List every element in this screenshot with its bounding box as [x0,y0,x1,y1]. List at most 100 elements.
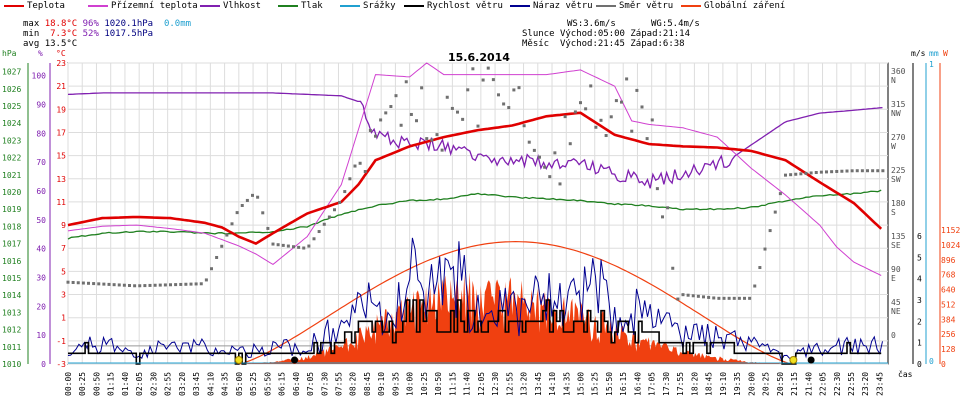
wind-direction-point [281,243,285,247]
legend-item: Rychlost větru [404,1,503,15]
wind-direction-point [204,278,208,282]
wind-direction-point [563,115,567,119]
wind-direction-point [860,169,864,173]
stats-avg-row: avg 13.5°C [23,39,77,49]
legend-swatch [88,4,108,7]
wind-direction-point [148,283,152,287]
direction-tick-label: 360 [891,67,906,76]
x-tick-label: 09:10 [377,372,386,396]
wind-direction-point [686,293,690,297]
wind-direction-point [661,215,664,219]
pressure-tick-label: 1027 [2,68,21,77]
wind-direction-point [445,95,449,99]
legend-label: Náraz větru [533,1,593,11]
wind-direction-point [573,110,577,114]
x-tick-label: 08:20 [349,372,358,396]
clear-sky-radiation-line [238,240,790,365]
wind-direction-point [809,171,813,175]
wind-direction-point [128,284,131,287]
wind-direction-point [866,169,869,173]
wind-direction-point [415,119,418,123]
wind-direction-point [471,67,475,71]
direction-tick-label: N [891,76,896,85]
radiation-area [238,272,786,364]
radiation-tick-label: 128 [941,345,956,354]
wind-direction-point [635,88,639,92]
wind-direction-point [763,247,767,251]
x-tick-label: 17:30 [662,372,671,396]
stats-avg-temp: 13.5°C [44,39,78,49]
pressure-line [67,189,882,240]
wind-direction-point [409,112,413,116]
wind-direction-point [358,161,362,165]
pressure-axis-label: hPa [2,49,17,58]
wind-direction-point [804,171,808,175]
stats-max-temp: 18.8°C [44,19,78,29]
sun-set-text: Západ:21:14 [630,29,690,39]
legend-item: Teplota [4,1,65,15]
wind-direction-point [133,284,137,288]
legend-swatch [200,4,220,7]
wind-direction-point [112,283,116,287]
direction-tick-label: SW [891,175,901,184]
wind-direction-point [225,233,229,237]
x-tick-label: 19:10 [719,372,728,396]
humidity-axis-label: % [38,49,43,58]
wind-direction-point [604,134,608,138]
wind-direction-point [835,169,839,173]
wind-direction-point [881,169,885,173]
temp-tick-label: 21 [56,82,66,91]
stats-max-press: 1020.1hPa [104,19,154,29]
radiation-tick-label: 384 [941,315,956,324]
moonrise-marker [807,356,815,364]
wind-direction-point [169,283,172,287]
x-tick-label: 21:15 [790,372,799,396]
direction-tick-label: E [891,274,896,283]
sunrise-marker [234,356,243,364]
x-tick-label: 22:55 [847,372,856,396]
humidity-tick-label: 60 [36,187,46,196]
stats-max-hum: 96% [82,19,99,29]
wind-direction-point [630,129,634,133]
wind-direction-point [789,173,793,177]
wind-direction-point [158,283,162,287]
wind-direction-point [512,88,516,92]
pressure-tick-label: 1013 [2,308,21,317]
temp-tick-label: 1 [61,314,66,323]
wind-direction-point [666,206,670,210]
wind-direction-point [163,283,167,287]
speed-tick-label: 1 [917,339,922,348]
legend-swatch [681,4,701,7]
x-tick-label: 23:45 [875,372,884,396]
wind-direction-point [66,280,70,284]
wind-direction-point [840,169,844,173]
temp-tick-label: 7 [61,244,66,253]
wind-direction-point [87,281,90,285]
temp-tick-label: 3 [61,291,66,300]
wind-direction-point [71,280,75,284]
moon-rise-text: Východ:21:45 [559,39,625,49]
wind-direction-point [655,187,659,191]
pressure-tick-label: 1010 [2,360,21,369]
x-tick-label: 15:00 [577,372,586,396]
direction-tick-label: SE [891,241,901,250]
sun-label: Slunce [522,29,555,39]
wind-direction-point [609,115,613,119]
direction-tick-label: 45 [891,298,901,307]
wind-direction-point [194,282,198,286]
radiation-tick-label: 896 [941,256,956,265]
moon-label: Měsíc [522,39,550,49]
rain-axis-label: mm [929,49,939,58]
speed-tick-label: 6 [917,232,922,241]
speed-tick-label: 5 [917,253,922,262]
temp-tick-label: 23 [56,59,66,68]
radiation-tick-label: 640 [941,286,956,295]
wind-direction-point [374,134,377,138]
wind-direction-point [138,284,142,288]
humidity-tick-label: 10 [36,331,46,340]
x-tick-label: 11:40 [463,372,472,396]
x-tick-label: 00:25 [78,372,87,396]
x-tick-label: 06:15 [278,372,287,396]
temp-tick-label: -1 [56,337,66,346]
